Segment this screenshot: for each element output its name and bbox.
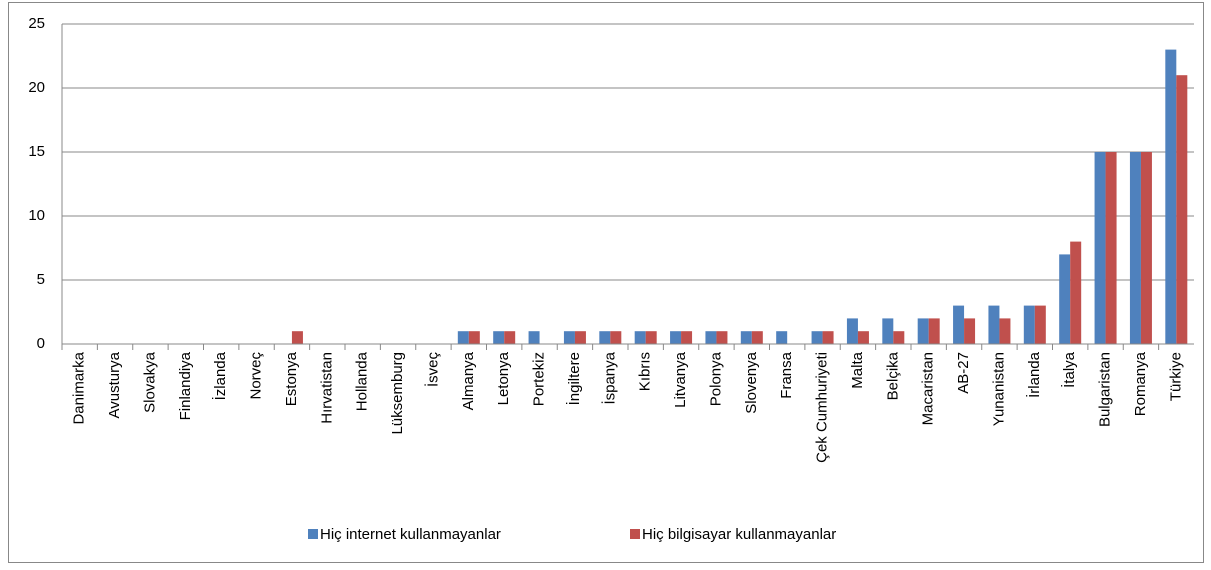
x-tick-label: Bulgaristan xyxy=(1097,352,1114,427)
legend-label: Hiç internet kullanmayanlar xyxy=(320,526,501,543)
bar xyxy=(846,318,858,344)
x-tick-label: Danimarka xyxy=(71,351,88,424)
bar xyxy=(740,331,752,344)
x-tick-label: Slovakya xyxy=(141,351,158,413)
bar xyxy=(953,305,965,344)
x-tick-label: Lüksemburg xyxy=(389,352,406,435)
bar xyxy=(964,318,976,344)
bar xyxy=(468,331,480,344)
x-tick-label: Letonya xyxy=(495,351,512,405)
bar xyxy=(857,331,869,344)
bar xyxy=(776,331,788,344)
bar xyxy=(705,331,717,344)
x-tick-label: AB-27 xyxy=(955,352,972,394)
x-tick-label: Malta xyxy=(849,351,866,388)
bar xyxy=(1094,152,1106,344)
bar xyxy=(811,331,823,344)
bar xyxy=(634,331,646,344)
x-tick-label: İrlanda xyxy=(1025,351,1043,398)
x-tick-label: Macaristan xyxy=(920,352,937,425)
x-tick-label: Türkiye xyxy=(1167,352,1184,401)
y-tick-label: 15 xyxy=(28,143,45,160)
bar xyxy=(999,318,1011,344)
bar xyxy=(681,331,693,344)
bar xyxy=(1034,305,1046,344)
bar xyxy=(751,331,763,344)
x-tick-label: Almanya xyxy=(460,351,477,410)
bar xyxy=(1176,75,1188,344)
x-tick-label: Finlandiya xyxy=(177,351,194,420)
legend-swatch xyxy=(630,529,640,539)
bar xyxy=(822,331,834,344)
x-tick-label: Çek Cumhuriyeti xyxy=(814,352,831,463)
bar xyxy=(882,318,894,344)
y-tick-label: 20 xyxy=(28,79,45,96)
bar xyxy=(504,331,516,344)
bar xyxy=(917,318,929,344)
bar xyxy=(1059,254,1071,344)
y-tick-label: 10 xyxy=(28,207,45,224)
bar xyxy=(610,331,622,344)
x-tick-label: Hollanda xyxy=(354,351,371,411)
bar xyxy=(1070,241,1082,344)
x-tick-label: Polonya xyxy=(707,351,724,406)
chart-frame xyxy=(8,2,1204,563)
x-tick-label: Slovenya xyxy=(743,351,760,413)
bar xyxy=(563,331,575,344)
x-tick-label: Litvanya xyxy=(672,351,689,408)
x-tick-label: Kıbrıs xyxy=(637,352,654,391)
bar xyxy=(1140,152,1152,344)
x-tick-label: Estonya xyxy=(283,351,300,406)
bar xyxy=(457,331,469,344)
x-tick-label: İzlanda xyxy=(211,351,229,400)
x-tick-label: İspanya xyxy=(600,351,618,404)
bar xyxy=(645,331,657,344)
legend-swatch xyxy=(308,529,318,539)
y-tick-label: 5 xyxy=(37,271,45,288)
x-tick-label: Portekiz xyxy=(531,352,548,406)
x-tick-label: Avusturya xyxy=(106,351,123,418)
bar xyxy=(599,331,611,344)
x-tick-label: Romanya xyxy=(1132,351,1149,416)
x-tick-label: Belçika xyxy=(884,351,901,400)
x-tick-label: Hırvatistan xyxy=(318,352,335,424)
x-tick-label: Yunanistan xyxy=(990,352,1007,426)
x-tick-label: İsveç xyxy=(423,352,441,388)
bar xyxy=(291,331,303,344)
bar xyxy=(528,331,540,344)
x-tick-label: Fransa xyxy=(778,351,795,398)
bar xyxy=(1023,305,1035,344)
bar xyxy=(574,331,586,344)
y-tick-label: 0 xyxy=(37,335,45,352)
bar xyxy=(1105,152,1117,344)
legend-label: Hiç bilgisayar kullanmayanlar xyxy=(642,526,836,543)
bar xyxy=(893,331,905,344)
bar xyxy=(1129,152,1141,344)
bar xyxy=(716,331,728,344)
x-tick-label: İtalya xyxy=(1060,351,1078,388)
bar xyxy=(1165,49,1177,344)
y-tick-label: 25 xyxy=(28,15,45,32)
bar xyxy=(928,318,940,344)
x-tick-label: Norveç xyxy=(248,352,265,400)
x-tick-label: İngiltere xyxy=(565,352,583,405)
bar xyxy=(493,331,505,344)
bar xyxy=(988,305,1000,344)
bar xyxy=(670,331,682,344)
